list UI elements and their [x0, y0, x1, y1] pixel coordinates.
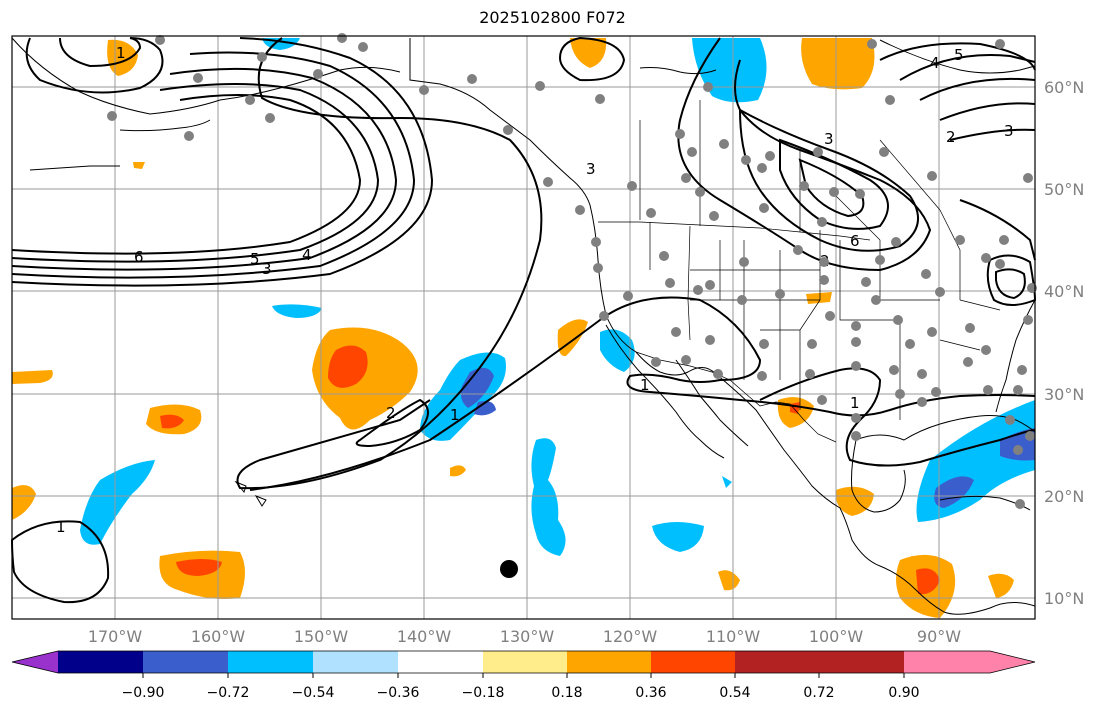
plot-area [12, 36, 1035, 619]
contour-label: 3 [824, 130, 834, 148]
shade-red-3 [176, 559, 222, 576]
shading-layer [12, 38, 1035, 618]
shade-orange-4 [133, 162, 145, 169]
contour-label: 6 [850, 232, 860, 250]
lon-label: 100°W [809, 627, 864, 646]
shade-orange-15 [835, 486, 874, 516]
lon-label: 170°W [88, 627, 143, 646]
colorbar-tick-label: 0.90 [888, 685, 919, 701]
shade-blue-8 [652, 522, 704, 552]
colorbar-tick-label: 0.54 [719, 685, 750, 701]
colorbar-tick-label: −0.18 [462, 685, 505, 701]
contour-label: 3 [1004, 122, 1014, 140]
contour-label: 6 [134, 248, 144, 266]
colorbar-segment [483, 651, 567, 673]
lon-label: 130°W [500, 627, 555, 646]
shade-blue-3 [272, 304, 322, 318]
colorbar-tick-label: 0.72 [803, 685, 834, 701]
contour-label: 5 [250, 250, 260, 268]
colorbar-segment [567, 651, 651, 673]
shade-red-1 [328, 345, 368, 388]
colorbar-tick-label: −0.36 [377, 685, 420, 701]
latitude-labels: 60°N 50°N 40°N 30°N 20°N 10°N [1044, 78, 1084, 608]
colorbar-segment [313, 651, 398, 673]
colorbar-tick-label: −0.72 [207, 685, 250, 701]
shade-orange-8 [450, 465, 466, 477]
contour-label: 3 [586, 160, 596, 178]
contour-label: 2 [946, 128, 956, 146]
lat-label: 40°N [1044, 282, 1084, 301]
contour-label: 4 [930, 54, 940, 72]
lon-label: 140°W [397, 627, 452, 646]
lon-label: 150°W [294, 627, 349, 646]
colorbar-segment [398, 651, 483, 673]
shade-red-5 [916, 568, 940, 595]
colorbar-extend-max [904, 651, 1035, 673]
contour-label: 1 [56, 518, 66, 536]
colorbar-segment [228, 651, 313, 673]
shade-red-2 [160, 414, 184, 429]
lat-label: 10°N [1044, 589, 1084, 608]
colorbar-tick-label: 0.36 [635, 685, 666, 701]
colorbar-tick-label: 0.18 [551, 685, 582, 701]
station-markers [107, 33, 1037, 509]
center-point-marker [500, 560, 518, 578]
lat-label: 20°N [1044, 487, 1084, 506]
contour-label: 5 [954, 46, 964, 64]
map-title: 2025102800 F072 [479, 8, 626, 27]
contour-label: 1 [640, 376, 650, 394]
shade-orange-12 [718, 570, 740, 591]
colorbar-outline [11, 650, 1036, 674]
colorbar-segment [735, 651, 819, 673]
graticule [12, 36, 1035, 619]
plot-frame [11, 35, 1036, 620]
shade-blue-5 [600, 329, 635, 372]
shade-darkblue-3 [934, 476, 974, 508]
colorbar-tick-label: −0.90 [122, 685, 165, 701]
shade-darkblue-1 [460, 367, 494, 408]
colorbar-extend-min [12, 651, 58, 673]
shade-darkblue-2 [474, 401, 496, 416]
shade-blue-7 [531, 438, 566, 556]
longitude-labels: 170°W 160°W 150°W 140°W 130°W 120°W 110°… [88, 627, 961, 646]
colorbar-segment [58, 651, 143, 673]
lon-label: 90°W [917, 627, 961, 646]
shade-orange-6 [12, 370, 53, 384]
colorbar-tick-label: −0.54 [292, 685, 335, 701]
contour-label-layer: 6 5 4 3 2 1 3 6 5 4 3 2 1 1 1 2 3 1 [56, 44, 1014, 536]
shade-blue-6 [80, 460, 155, 545]
shade-orange-17 [988, 573, 1014, 598]
lon-label: 110°W [706, 627, 761, 646]
contour-label: 1 [116, 44, 126, 62]
lon-label: 120°W [603, 627, 658, 646]
lat-label: 50°N [1044, 180, 1084, 199]
contour-label: 1 [850, 394, 860, 412]
colorbar-segment [651, 651, 735, 673]
contour-label: 1 [450, 406, 460, 424]
shade-orange-14 [806, 292, 832, 304]
colorbar-segment [143, 651, 228, 673]
shade-orange-10 [12, 485, 36, 520]
colorbar: −0.90 −0.72 −0.54 −0.36 −0.18 0.18 0.36 … [11, 650, 1036, 701]
contour-label: 4 [302, 246, 312, 264]
lon-label: 160°W [191, 627, 246, 646]
contour-label: 2 [386, 404, 396, 422]
shade-orange-2 [570, 38, 607, 68]
colorbar-segment [819, 651, 904, 673]
contour-label: 3 [262, 260, 272, 278]
lat-label: 60°N [1044, 78, 1084, 97]
shade-orange-3 [801, 38, 875, 90]
shade-blue-10 [722, 476, 732, 488]
colorbar-ticks [142, 673, 905, 678]
lat-label: 30°N [1044, 385, 1084, 404]
